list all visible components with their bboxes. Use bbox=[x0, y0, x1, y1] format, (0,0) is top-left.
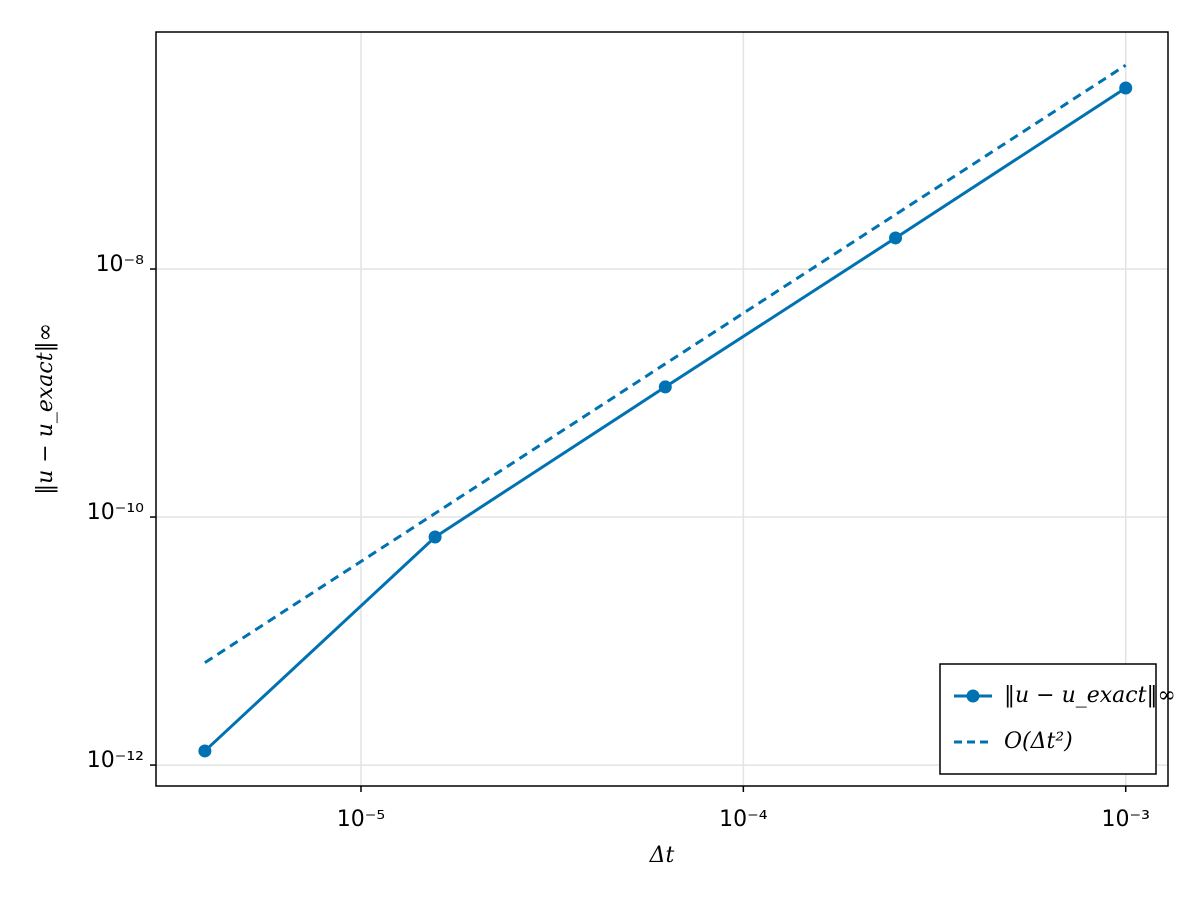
data-point bbox=[889, 231, 903, 245]
y-axis-label: ‖u − u_exact‖∞ bbox=[33, 323, 58, 495]
legend-label: ‖u − u_exact‖∞ bbox=[1004, 683, 1176, 708]
legend-box bbox=[939, 663, 1157, 775]
y-tick-label: 10⁻⁸ bbox=[96, 252, 145, 277]
legend-label: O(Δt²) bbox=[1004, 729, 1073, 754]
data-point bbox=[198, 744, 212, 758]
data-point bbox=[428, 530, 442, 544]
x-tick-label: 10⁻⁵ bbox=[337, 807, 385, 832]
y-tick-label: 10⁻¹² bbox=[87, 748, 144, 773]
plot-frame bbox=[155, 31, 1169, 787]
y-tick-label: 10⁻¹⁰ bbox=[87, 500, 144, 525]
x-axis-label: Δt bbox=[649, 843, 675, 868]
x-tick-label: 10⁻³ bbox=[1101, 807, 1149, 832]
data-point bbox=[658, 380, 672, 394]
x-tick-label: 10⁻⁴ bbox=[719, 807, 768, 832]
series-line bbox=[204, 63, 1127, 664]
legend-marker bbox=[966, 689, 980, 703]
data-point bbox=[1119, 81, 1133, 95]
series-line bbox=[203, 86, 1127, 753]
